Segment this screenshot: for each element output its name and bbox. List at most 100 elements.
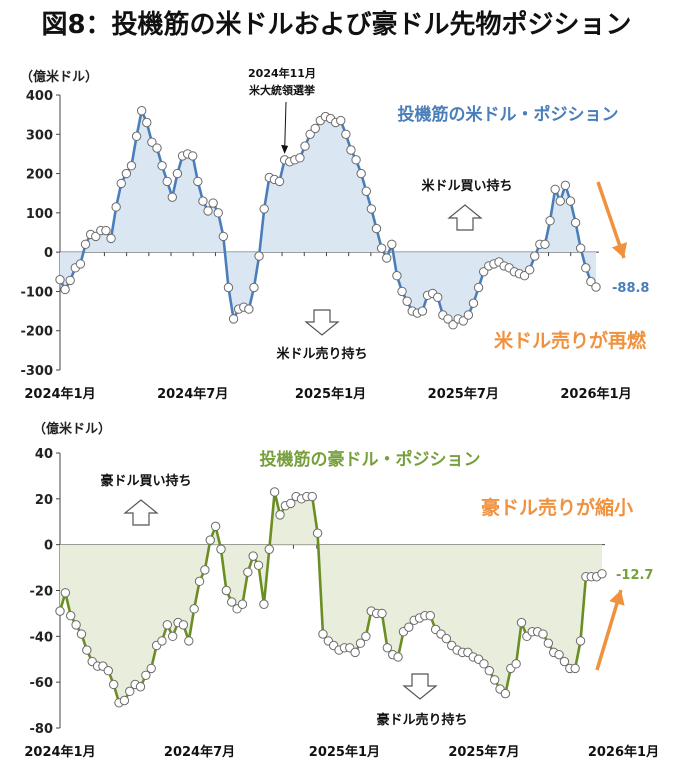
data-point <box>172 168 183 179</box>
long-up-arrow <box>447 204 483 231</box>
y-tick-label: 400 <box>26 89 53 104</box>
data-point <box>575 636 586 646</box>
event-pointer-line <box>284 101 287 152</box>
data-point <box>516 617 527 628</box>
chart-title: 投機筋の米ドル・ポジション <box>398 104 619 125</box>
data-point <box>371 223 382 234</box>
data-point <box>511 659 521 669</box>
data-point <box>116 178 126 189</box>
data-point <box>524 265 535 275</box>
data-point <box>167 631 178 642</box>
x-tick-label: 2025年7月 <box>428 386 499 402</box>
data-point <box>346 145 356 155</box>
data-point <box>178 620 189 630</box>
data-point <box>575 243 586 253</box>
data-point <box>126 161 137 171</box>
short-down-arrow <box>304 309 340 336</box>
data-point <box>135 682 146 692</box>
data-point <box>560 180 571 191</box>
data-point <box>157 161 167 171</box>
x-tick-label: 2026年1月 <box>560 386 631 402</box>
trend-down-arrow-head <box>611 242 628 258</box>
data-point <box>167 192 178 202</box>
data-point <box>275 510 285 520</box>
data-point <box>307 491 317 502</box>
last-value-label: -88.8 <box>612 281 649 296</box>
data-point <box>248 551 258 561</box>
data-point <box>221 585 232 596</box>
data-point <box>468 298 479 308</box>
y-tick-label: -60 <box>30 676 54 691</box>
data-point <box>200 565 210 575</box>
data-point <box>538 629 548 639</box>
data-point <box>350 647 360 658</box>
data-point <box>254 251 264 261</box>
data-point <box>382 643 393 653</box>
y-tick-label: -40 <box>30 630 54 645</box>
data-point <box>377 608 387 619</box>
y-tick-label: 20 <box>35 493 53 508</box>
trend-up-arrow-head <box>609 590 625 606</box>
data-point <box>125 686 135 697</box>
data-point <box>188 151 198 161</box>
area-fill-usd <box>60 110 596 325</box>
data-point <box>519 271 530 281</box>
data-point <box>443 314 453 324</box>
x-tick-label: 2025年1月 <box>295 386 366 402</box>
data-point <box>356 168 366 179</box>
data-point <box>162 176 172 187</box>
data-point <box>570 217 581 228</box>
y-tick-label: -20 <box>30 585 54 600</box>
data-point <box>80 239 91 249</box>
data-point <box>295 153 305 163</box>
data-point <box>545 216 555 226</box>
x-tick-label: 2025年7月 <box>448 744 519 760</box>
data-point <box>530 251 540 261</box>
trend-label: 豪ドル売りが縮小 <box>481 496 633 519</box>
data-point <box>361 631 371 642</box>
x-tick-label: 2024年1月 <box>24 386 95 402</box>
data-point <box>136 106 147 116</box>
data-point <box>478 267 489 277</box>
data-point <box>55 274 65 285</box>
data-point <box>404 622 414 632</box>
data-point <box>227 597 237 607</box>
data-point <box>184 636 194 646</box>
short-position-label: 豪ドル売り持ち <box>376 712 467 728</box>
data-point <box>198 196 208 206</box>
data-point <box>194 576 205 587</box>
data-point <box>218 231 229 242</box>
trend-up-arrow <box>595 589 625 671</box>
data-point <box>366 204 377 214</box>
data-point <box>91 231 101 242</box>
data-point <box>341 129 351 139</box>
data-point <box>351 155 361 165</box>
data-point <box>55 606 65 616</box>
y-tick-label: 0 <box>44 539 53 554</box>
data-point <box>540 239 550 249</box>
data-point <box>355 638 366 648</box>
event-annotation-date: 2024年11月 <box>248 66 316 80</box>
short-position-label: 米ドル売り持ち <box>276 346 367 362</box>
data-point <box>108 679 119 690</box>
data-point <box>458 316 468 326</box>
data-point <box>208 198 218 208</box>
data-point <box>484 666 495 676</box>
data-point <box>597 569 607 579</box>
data-point <box>264 544 274 554</box>
data-point <box>570 663 580 674</box>
x-tick-label: 2025年1月 <box>309 744 380 760</box>
data-point <box>101 225 111 236</box>
data-point <box>142 117 152 128</box>
data-point <box>111 202 121 212</box>
last-value-label: -12.7 <box>616 568 653 583</box>
data-point <box>253 560 264 570</box>
data-point <box>216 544 226 554</box>
x-tick-label: 2024年1月 <box>24 744 95 760</box>
data-point <box>312 528 323 538</box>
data-point <box>336 115 346 126</box>
data-point <box>310 123 320 134</box>
data-point <box>103 666 113 676</box>
data-point <box>203 206 213 216</box>
